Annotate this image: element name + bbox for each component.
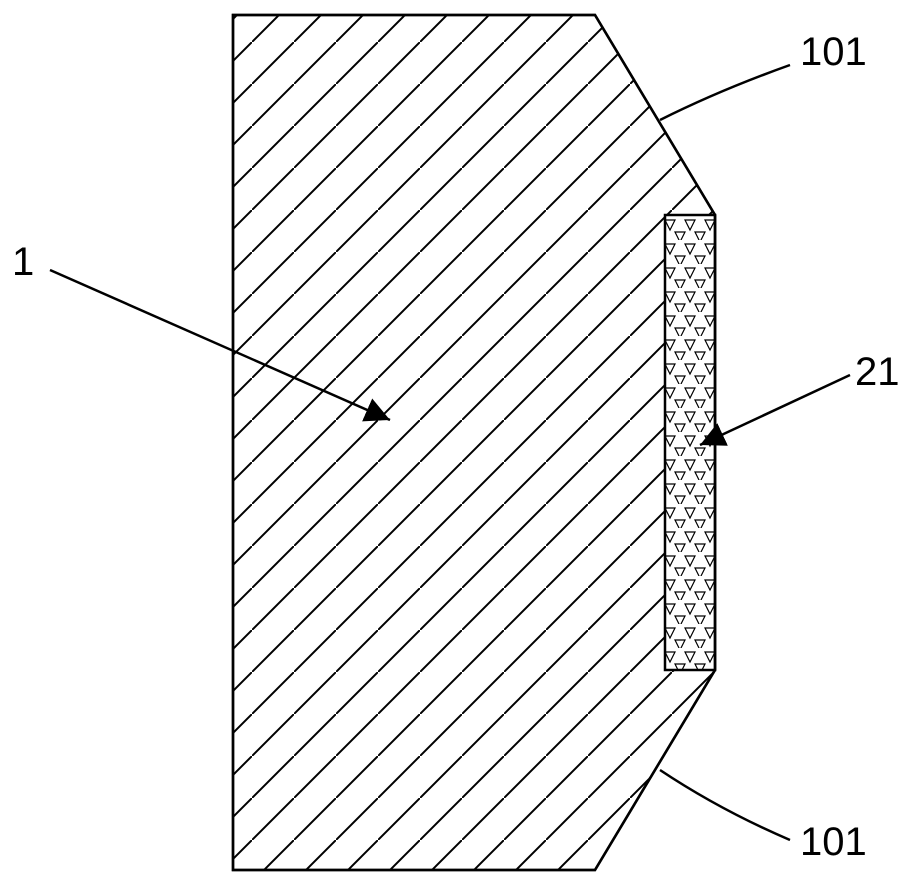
diagram-svg bbox=[0, 0, 924, 887]
label-1: 1 bbox=[12, 240, 34, 285]
leader-21 bbox=[700, 375, 850, 445]
label-101-top: 101 bbox=[800, 30, 867, 75]
leader-101-bottom bbox=[660, 770, 790, 840]
main-body bbox=[233, 15, 715, 870]
label-101-bottom: 101 bbox=[800, 820, 867, 865]
leader-101-top bbox=[660, 65, 790, 120]
label-21: 21 bbox=[855, 350, 900, 395]
